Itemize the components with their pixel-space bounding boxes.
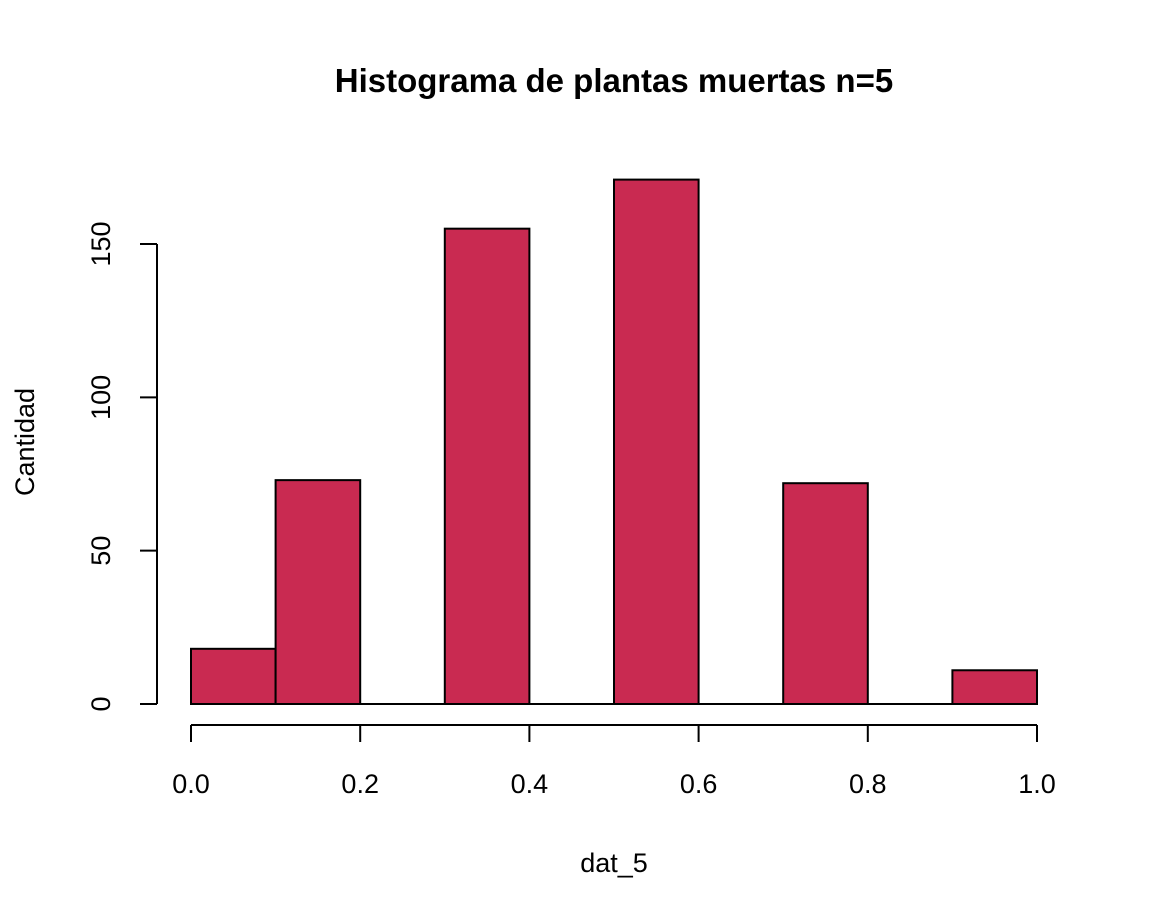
x-tick-label: 1.0: [1018, 769, 1056, 799]
histogram-bar: [951, 669, 1039, 705]
x-tick-label: 0.8: [849, 769, 887, 799]
x-tick-label: 0.0: [172, 769, 210, 799]
histogram-bar: [613, 178, 700, 706]
bars-group: [190, 178, 1039, 706]
y-axis-label: Cantidad: [10, 388, 40, 496]
histogram-bar: [443, 227, 531, 706]
y-tick-label: 100: [86, 375, 116, 420]
chart-title: Histograma de plantas muertas n=5: [335, 62, 893, 99]
x-tick-label: 0.2: [341, 769, 379, 799]
histogram-bar: [274, 479, 362, 705]
y-axis: 0 50 100 150: [86, 221, 158, 712]
x-axis: 0.0 0.2 0.4 0.6 0.8 1.0: [172, 724, 1056, 799]
x-tick-label: 0.4: [511, 769, 549, 799]
y-tick-label: 0: [86, 696, 116, 711]
x-tick-label: 0.6: [680, 769, 718, 799]
x-axis-label: dat_5: [580, 848, 648, 878]
y-tick-label: 150: [86, 221, 116, 266]
y-tick-label: 50: [86, 536, 116, 566]
histogram-bar: [782, 482, 869, 706]
histogram-bar: [190, 647, 277, 705]
